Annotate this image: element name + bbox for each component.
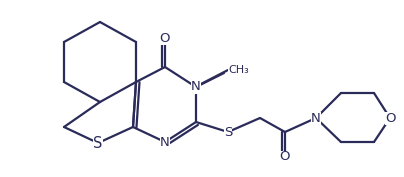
Text: S: S bbox=[93, 136, 103, 150]
Text: N: N bbox=[311, 112, 321, 124]
Text: CH₃: CH₃ bbox=[228, 65, 249, 75]
Text: N: N bbox=[191, 81, 201, 93]
Text: O: O bbox=[385, 112, 395, 124]
Text: N: N bbox=[160, 136, 170, 149]
Text: S: S bbox=[224, 125, 232, 138]
Text: O: O bbox=[280, 150, 290, 164]
Text: O: O bbox=[160, 32, 170, 44]
